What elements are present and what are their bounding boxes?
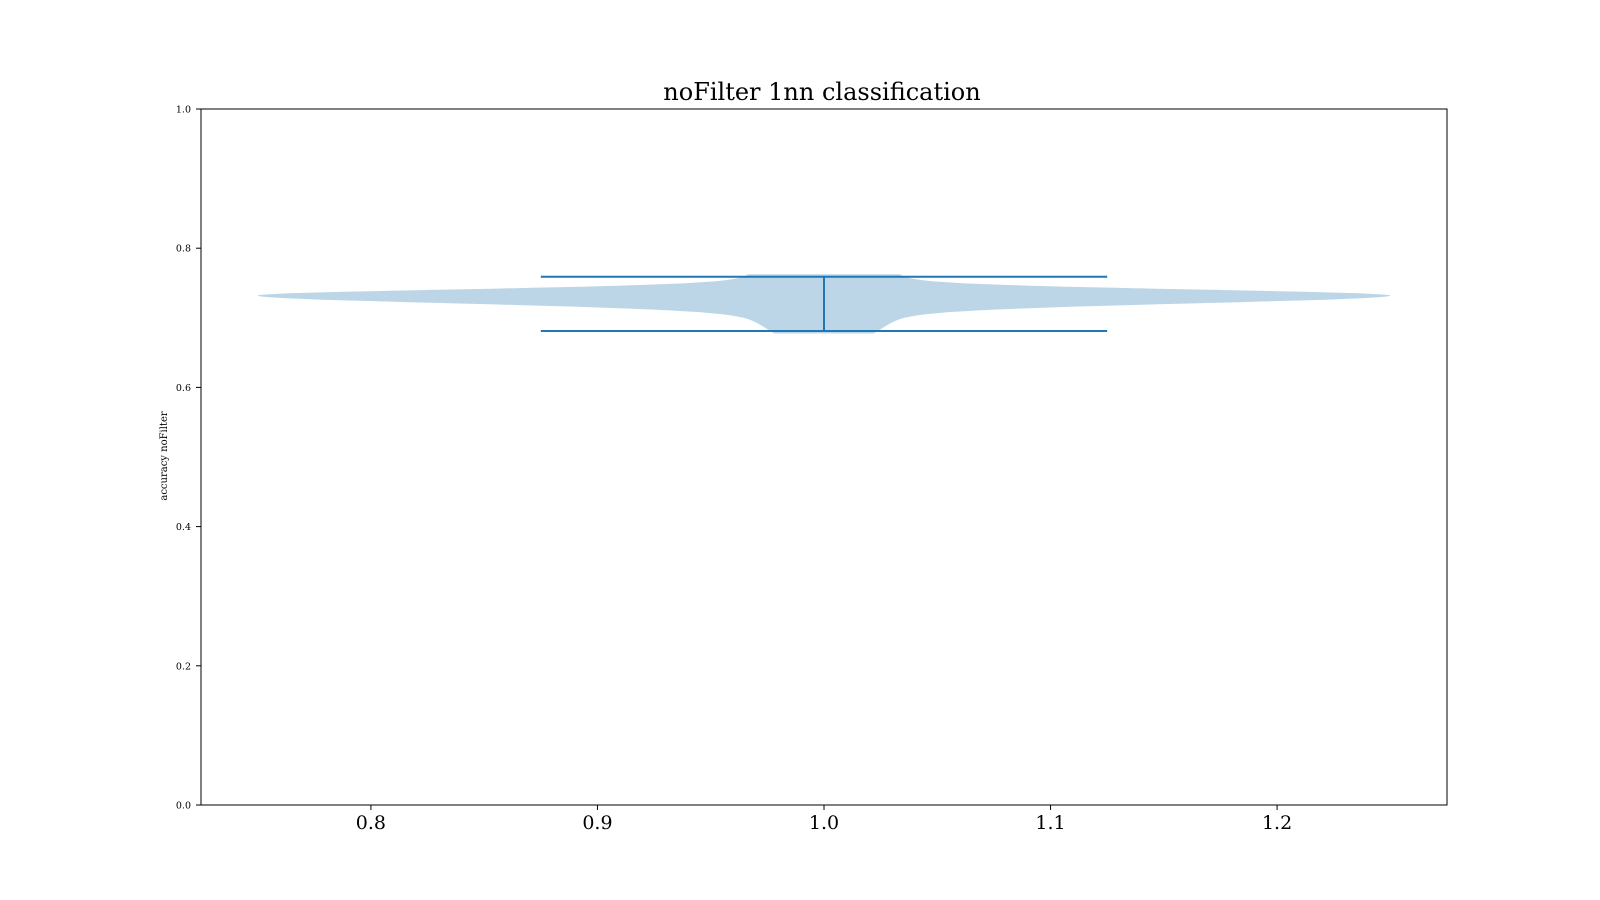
axes-frame xyxy=(200,108,1448,806)
x-tick-label: 1.2 xyxy=(1262,812,1292,834)
y-tick-label: 0.6 xyxy=(176,383,191,394)
chart-title: noFilter 1nn classification xyxy=(663,78,980,106)
x-tick-label: 1.0 xyxy=(809,812,839,834)
axes: 0.8 0.9 1.0 1.1 1.2 0.0 0.2 0.4 0.6 0.8 1.0 xyxy=(176,105,1448,834)
y-tick-label: 0.0 xyxy=(176,801,191,812)
x-tick-label: 1.1 xyxy=(1035,812,1065,834)
y-tick-label: 0.4 xyxy=(176,522,191,533)
y-tick-label: 0.8 xyxy=(176,244,191,255)
y-tick-label: 0.2 xyxy=(176,661,191,672)
x-tick-label: 0.8 xyxy=(356,812,386,834)
plot-area xyxy=(257,274,1391,334)
y-axis-label: accuracy noFilter xyxy=(159,411,170,501)
y-tick-label: 1.0 xyxy=(176,105,191,116)
x-tick-label: 0.9 xyxy=(582,812,612,834)
